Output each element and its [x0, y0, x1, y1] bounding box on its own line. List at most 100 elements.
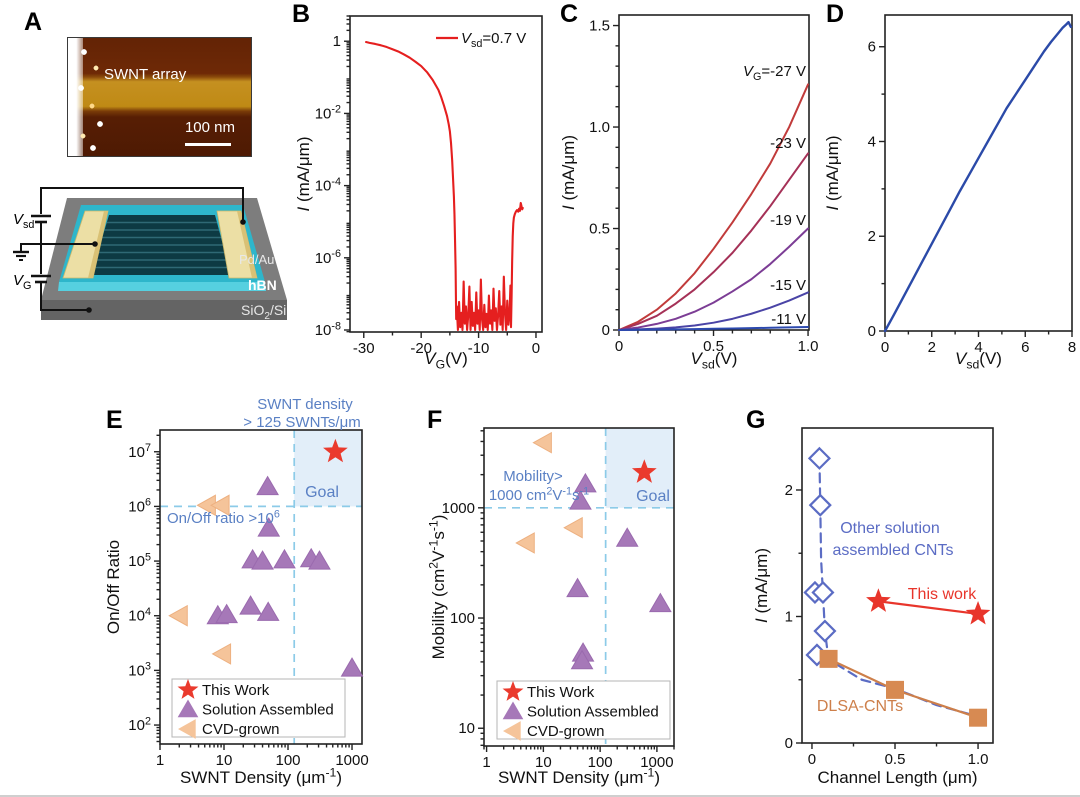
svg-text:8: 8 — [1068, 339, 1076, 356]
svg-text:1: 1 — [482, 754, 490, 771]
svg-text:0: 0 — [532, 340, 540, 357]
svg-text:Vsd(V): Vsd(V) — [691, 349, 738, 372]
svg-text:> 125 SWNTs/μm: > 125 SWNTs/μm — [243, 414, 360, 431]
goal-region — [605, 428, 674, 508]
svg-text:10: 10 — [216, 752, 233, 769]
panel-label-c: C — [560, 0, 579, 28]
svg-text:I (mA/μm): I (mA/μm) — [295, 137, 313, 212]
series — [515, 431, 672, 670]
svg-text:100: 100 — [588, 754, 613, 771]
svg-text:100: 100 — [275, 752, 300, 769]
svg-text:0: 0 — [808, 751, 816, 768]
plot-frame — [349, 15, 543, 333]
svg-text:1000: 1000 — [442, 500, 475, 517]
svg-text:Vsd=0.7 V: Vsd=0.7 V — [461, 30, 526, 50]
chart-c-output-curves: 0 0.5 1.0 0 0.5 1.0 1.5 Vsd(V) I (mA/μm) VG=-27 V… — [559, 14, 818, 372]
svg-text:-20: -20 — [410, 340, 432, 357]
svg-text:Goal: Goal — [305, 484, 339, 501]
svg-text:1: 1 — [333, 33, 341, 50]
legend: Vsd=0.7 V — [436, 30, 526, 50]
svg-text:hBN: hBN — [248, 277, 277, 293]
svg-text:0.5: 0.5 — [703, 338, 724, 355]
panel-label-e: E — [106, 406, 123, 434]
svg-text:Vsd(V): Vsd(V) — [955, 349, 1002, 372]
afm-scalebar — [185, 143, 231, 146]
svg-text:105: 105 — [128, 551, 151, 570]
svg-text:1000: 1000 — [640, 754, 673, 771]
plot-frame — [801, 427, 994, 744]
afm-speckles — [73, 38, 115, 156]
svg-text:Solution Assembled: Solution Assembled — [527, 704, 659, 721]
svg-text:1.0: 1.0 — [968, 751, 989, 768]
svg-text:0.5: 0.5 — [885, 751, 906, 768]
panel-label-f: F — [427, 406, 443, 434]
svg-text:10-4: 10-4 — [315, 176, 341, 195]
svg-text:This Work: This Work — [527, 684, 595, 701]
svg-text:4: 4 — [868, 133, 876, 150]
axes: 1 10 100 1000 102 103 104 105 106 107 SWNT Density… — [105, 434, 369, 787]
svg-text:1000 cm2V-1s-1: 1000 cm2V-1s-1 — [489, 485, 589, 504]
svg-text:I (mA/μm): I (mA/μm) — [823, 136, 842, 211]
svg-text:-10: -10 — [468, 340, 490, 357]
svg-text:SWNT Density (μm-1): SWNT Density (μm-1) — [180, 766, 342, 787]
svg-text:On/Off ratio >106: On/Off ratio >106 — [167, 508, 280, 527]
svg-text:-19 V: -19 V — [770, 212, 806, 229]
svg-text:0: 0 — [602, 322, 610, 339]
svg-text:0.5: 0.5 — [589, 221, 610, 238]
svg-text:0: 0 — [615, 338, 623, 355]
svg-text:10-2: 10-2 — [315, 104, 341, 123]
axes: 0 0.5 1.0 0 0.5 1.0 1.5 Vsd(V) I (mA/μm) — [559, 18, 818, 372]
legend: This Work Solution Assembled CVD-grown — [171, 678, 346, 739]
svg-text:10: 10 — [535, 754, 552, 771]
panel-label-g: G — [746, 406, 766, 434]
svg-text:1.0: 1.0 — [589, 119, 610, 136]
svg-text:-30: -30 — [353, 340, 375, 357]
chart-d-iv-curve: 0 2 4 6 8 0 2 4 6 Vsd(V) I (mA/μm) — [823, 14, 1076, 372]
svg-text:1: 1 — [785, 608, 793, 625]
plot-frame — [884, 14, 1073, 332]
panel-label-d: D — [826, 0, 845, 28]
afm-scalebar-label: 100 nm — [184, 119, 235, 136]
svg-text:6: 6 — [868, 39, 876, 56]
svg-text:CVD-grown: CVD-grown — [202, 721, 280, 738]
svg-text:1.5: 1.5 — [589, 18, 610, 35]
svg-text:1.0: 1.0 — [798, 338, 819, 355]
svg-text:Pd/Au: Pd/Au — [239, 252, 274, 267]
substrate-front — [41, 300, 287, 320]
svg-text:106: 106 — [128, 497, 151, 516]
chart-e-onoff-vs-density: 1 10 100 1000 102 103 104 105 106 107 SWNT Density… — [105, 396, 369, 787]
svg-text:On/Off Ratio: On/Off Ratio — [105, 540, 123, 634]
svg-text:0: 0 — [868, 323, 876, 340]
svg-text:10-8: 10-8 — [315, 320, 341, 339]
plot-frame — [483, 427, 675, 747]
svg-text:SiO2/Si: SiO2/Si — [241, 302, 286, 322]
svg-text:VG: VG — [13, 272, 31, 292]
legend: This Work Solution Assembled CVD-grown — [496, 680, 671, 741]
svg-text:Mobility (cm2V-1s-1): Mobility (cm2V-1s-1) — [427, 515, 448, 660]
svg-text:Solution Assembled: Solution Assembled — [202, 702, 334, 719]
afm-caption: SWNT array — [104, 66, 187, 83]
chart-b-transfer-curve: -30 -20 -10 0 1 10-2 10-4 10-6 10-8 VG(V) I (mA/μm… — [295, 15, 543, 372]
svg-text:This Work: This Work — [202, 682, 270, 699]
svg-text:1: 1 — [156, 752, 164, 769]
svg-text:Mobility>: Mobility> — [503, 468, 563, 485]
svg-text:6: 6 — [1021, 339, 1029, 356]
svg-text:0: 0 — [881, 339, 889, 356]
svg-text:10: 10 — [458, 720, 475, 737]
goal-region — [294, 430, 362, 507]
series — [168, 438, 364, 677]
panel-label-b: B — [292, 0, 311, 28]
svg-text:VG(V): VG(V) — [424, 349, 468, 372]
axes: 0 2 4 6 8 0 2 4 6 Vsd(V) I (mA/μm) — [823, 39, 1076, 372]
afm-image: SWNT array 100 nm — [67, 37, 252, 157]
svg-text:103: 103 — [128, 661, 151, 680]
svg-text:SWNT Density (μm-1): SWNT Density (μm-1) — [498, 766, 660, 787]
svg-text:2: 2 — [868, 228, 876, 245]
svg-text:CVD-grown: CVD-grown — [527, 723, 605, 740]
svg-text:assembled CNTs: assembled CNTs — [833, 542, 954, 559]
svg-text:107: 107 — [128, 442, 151, 461]
chart-g-current-vs-channel-length: 0 0.5 1.0 0 1 2 Channel Length (μm) I (mA/μm) Ot… — [752, 427, 994, 787]
